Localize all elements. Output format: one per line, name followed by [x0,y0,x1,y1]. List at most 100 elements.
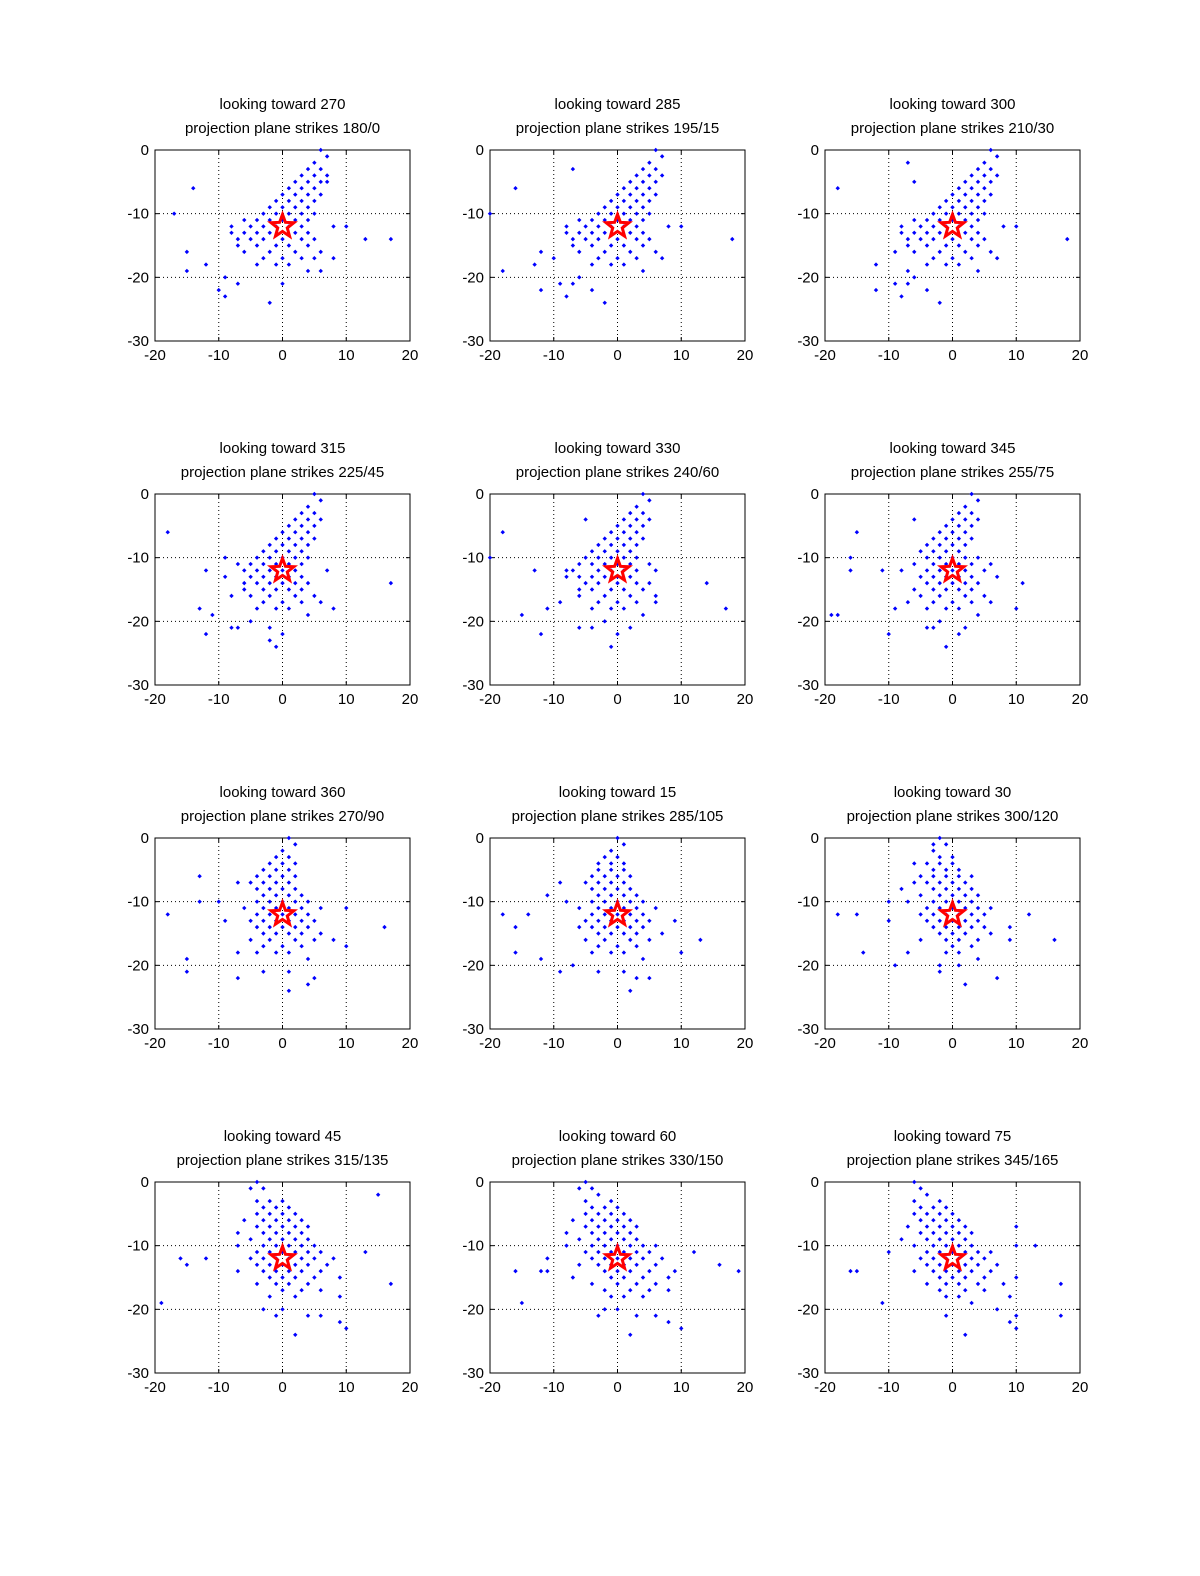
data-point [956,1230,962,1236]
subplot-9: looking toward 30 projection plane strike… [797,784,1088,1052]
data-point [634,198,639,204]
data-point [963,1275,968,1280]
x-tick-label: 0 [278,1379,286,1396]
data-point [672,1268,678,1274]
data-point [969,600,974,605]
data-point [235,1243,241,1248]
data-point [640,243,646,248]
data-point [564,899,569,904]
data-point [608,555,614,560]
data-point [653,192,658,197]
data-point [975,230,981,235]
data-point [943,1218,949,1223]
data-point [293,1237,298,1242]
data-point [280,542,285,548]
data-point [861,950,866,955]
data-point [273,880,279,885]
x-tick-label: 10 [338,347,355,364]
data-point [924,1237,930,1242]
data-point [924,1211,930,1217]
x-tick-label: 0 [278,691,286,708]
data-point [975,192,981,197]
data-point [602,912,607,917]
data-point [286,1230,292,1236]
data-point [628,1256,633,1261]
subplot-title: projection plane strikes 345/165 [847,1152,1059,1169]
data-point [963,504,968,509]
x-tick-label: 10 [673,1379,690,1396]
data-point [589,1243,595,1248]
x-tick-label: -10 [543,1035,565,1052]
data-point [286,893,292,898]
data-point [969,1230,974,1236]
data-point [312,211,317,216]
data-point [621,198,627,204]
data-point [937,1198,942,1204]
data-point [293,937,298,943]
data-point [513,950,518,955]
data-point [615,580,620,586]
data-point [918,1186,923,1191]
x-tick-label: 10 [673,347,690,364]
data-point [248,236,253,242]
data-point [235,1230,241,1236]
data-point [312,160,317,165]
data-point [969,912,974,917]
data-point [963,249,968,255]
data-point [628,1332,633,1337]
data-point [969,924,974,930]
data-point [640,510,646,516]
data-point [628,924,633,930]
subplot-5: looking toward 330 projection plane strik… [462,440,753,708]
data-point [299,173,304,178]
data-point [267,886,272,892]
data-point [583,1224,588,1229]
data-point [248,1237,253,1242]
data-point [577,587,582,592]
data-point [293,192,298,197]
data-point [918,236,923,242]
data-point [717,1262,722,1267]
data-point [969,523,974,529]
data-point [963,625,968,630]
data-point [615,536,620,541]
data-point [570,236,576,242]
data-point [1058,1313,1064,1318]
data-point [956,211,962,216]
data-point [975,243,981,248]
data-point [608,530,614,535]
data-point [165,912,170,917]
data-point [659,154,665,159]
data-point [924,287,930,293]
data-point [950,1275,955,1280]
data-point [248,574,253,579]
data-point [602,1288,607,1293]
data-point [931,561,936,567]
data-point [931,1268,936,1274]
data-point [956,549,962,554]
data-point [280,861,285,866]
data-point [640,217,646,223]
data-point [171,211,177,216]
y-tick-label: -20 [127,1301,149,1318]
data-point [602,924,607,930]
data-point [216,287,221,293]
data-point [634,1237,639,1242]
data-point [267,1211,272,1217]
data-point [899,230,904,235]
data-point [615,924,620,930]
data-point [628,1288,633,1293]
data-point [912,275,917,280]
data-point [899,294,904,299]
data-point [615,1281,620,1287]
x-tick-label: 10 [673,1035,690,1052]
x-tick-label: -10 [208,691,230,708]
data-point [545,606,550,611]
data-point [912,230,917,235]
data-point [608,198,614,204]
data-point [975,205,981,210]
data-point [679,1326,684,1331]
data-point [312,523,317,529]
data-point [583,517,588,522]
x-tick-label: -20 [479,1035,501,1052]
